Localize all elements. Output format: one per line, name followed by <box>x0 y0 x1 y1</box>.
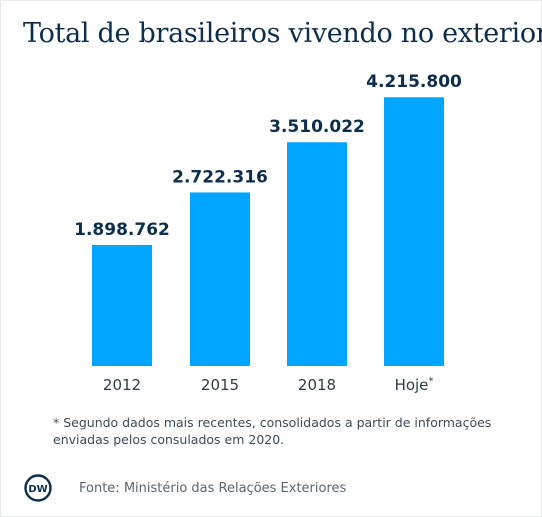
x-tick-label-2012: 2012 <box>103 376 141 394</box>
x-tick-label-2015: 2015 <box>201 376 239 394</box>
source-text: Fonte: Ministério das Relações Exteriore… <box>79 480 347 496</box>
x-tick-label-hoje: Hoje* <box>395 376 434 394</box>
footnote: * Segundo dados mais recentes, consolida… <box>53 415 492 447</box>
bar-2018 <box>287 142 347 366</box>
source-row: DW Fonte: Ministério das Relações Exteri… <box>24 473 346 503</box>
dw-logo-text: DW <box>28 484 47 495</box>
bar-group <box>92 97 444 367</box>
dw-logo-icon: DW <box>24 474 52 502</box>
x-tick-label-2018: 2018 <box>298 376 336 394</box>
value-label-2015: 2.722.316 <box>172 167 268 187</box>
value-label-2018: 3.510.022 <box>269 117 365 137</box>
value-label-hoje: 4.215.800 <box>366 72 462 92</box>
x-tick-label-group: 2012 2015 2018 Hoje* <box>103 376 434 394</box>
value-label-2012: 1.898.762 <box>74 220 170 240</box>
value-label-group: 1.898.762 2.722.316 3.510.022 4.215.800 <box>74 72 462 240</box>
footnote-marker: * <box>428 376 433 387</box>
bar-2012 <box>92 244 152 366</box>
bar-hoje <box>384 97 444 367</box>
chart-title: Total de brasileiros vivendo no exterior <box>23 18 542 49</box>
bar-2015 <box>190 192 250 366</box>
